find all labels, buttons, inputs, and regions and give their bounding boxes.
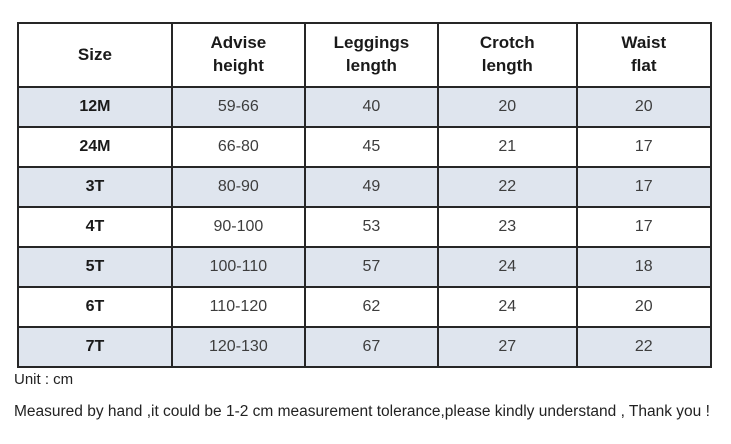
cell-leggings-length: 40	[303, 86, 439, 128]
cell-advise-height: 120-130	[170, 326, 306, 368]
tolerance-note: Measured by hand ,it could be 1-2 cm mea…	[14, 403, 710, 420]
cell-crotch-length: 21	[436, 126, 578, 168]
column-header-size: Size	[17, 22, 173, 88]
cell-crotch-length: 24	[436, 246, 578, 288]
cell-waist-flat: 17	[575, 126, 713, 168]
table-row-7t: 7T 120-130 67 27 22	[17, 326, 713, 368]
column-header-waist-flat: Waist flat	[575, 22, 713, 88]
table-row-4t: 4T 90-100 53 23 17	[17, 206, 713, 248]
cell-size: 3T	[17, 166, 173, 208]
cell-advise-height: 110-120	[170, 286, 306, 328]
table-row-24m: 24M 66-80 45 21 17	[17, 126, 713, 168]
cell-crotch-length: 20	[436, 86, 578, 128]
cell-crotch-length: 22	[436, 166, 578, 208]
cell-leggings-length: 62	[303, 286, 439, 328]
column-header-advise-height: Advise height	[170, 22, 306, 88]
unit-note: Unit : cm	[14, 371, 74, 388]
cell-leggings-length: 53	[303, 206, 439, 248]
cell-leggings-length: 67	[303, 326, 439, 368]
cell-leggings-length: 57	[303, 246, 439, 288]
size-chart-table: Size Advise height Leggings length Crotc…	[17, 22, 713, 368]
table-row-3t: 3T 80-90 49 22 17	[17, 166, 713, 208]
column-header-leggings-length: Leggings length	[303, 22, 439, 88]
table-row-6t: 6T 110-120 62 24 20	[17, 286, 713, 328]
table-row-12m: 12M 59-66 40 20 20	[17, 86, 713, 128]
cell-size: 24M	[17, 126, 173, 168]
cell-waist-flat: 22	[575, 326, 713, 368]
cell-crotch-length: 27	[436, 326, 578, 368]
cell-advise-height: 90-100	[170, 206, 306, 248]
cell-advise-height: 100-110	[170, 246, 306, 288]
cell-size: 7T	[17, 326, 173, 368]
table-row-5t: 5T 100-110 57 24 18	[17, 246, 713, 288]
cell-waist-flat: 18	[575, 246, 713, 288]
cell-waist-flat: 17	[575, 166, 713, 208]
cell-crotch-length: 24	[436, 286, 578, 328]
cell-size: 5T	[17, 246, 173, 288]
cell-size: 12M	[17, 86, 173, 128]
cell-waist-flat: 20	[575, 86, 713, 128]
cell-waist-flat: 20	[575, 286, 713, 328]
cell-advise-height: 80-90	[170, 166, 306, 208]
cell-size: 6T	[17, 286, 173, 328]
cell-size: 4T	[17, 206, 173, 248]
cell-leggings-length: 45	[303, 126, 439, 168]
header-row: Size Advise height Leggings length Crotc…	[17, 22, 713, 88]
column-header-crotch-length: Crotch length	[436, 22, 578, 88]
cell-advise-height: 66-80	[170, 126, 306, 168]
cell-advise-height: 59-66	[170, 86, 306, 128]
cell-waist-flat: 17	[575, 206, 713, 248]
cell-leggings-length: 49	[303, 166, 439, 208]
cell-crotch-length: 23	[436, 206, 578, 248]
